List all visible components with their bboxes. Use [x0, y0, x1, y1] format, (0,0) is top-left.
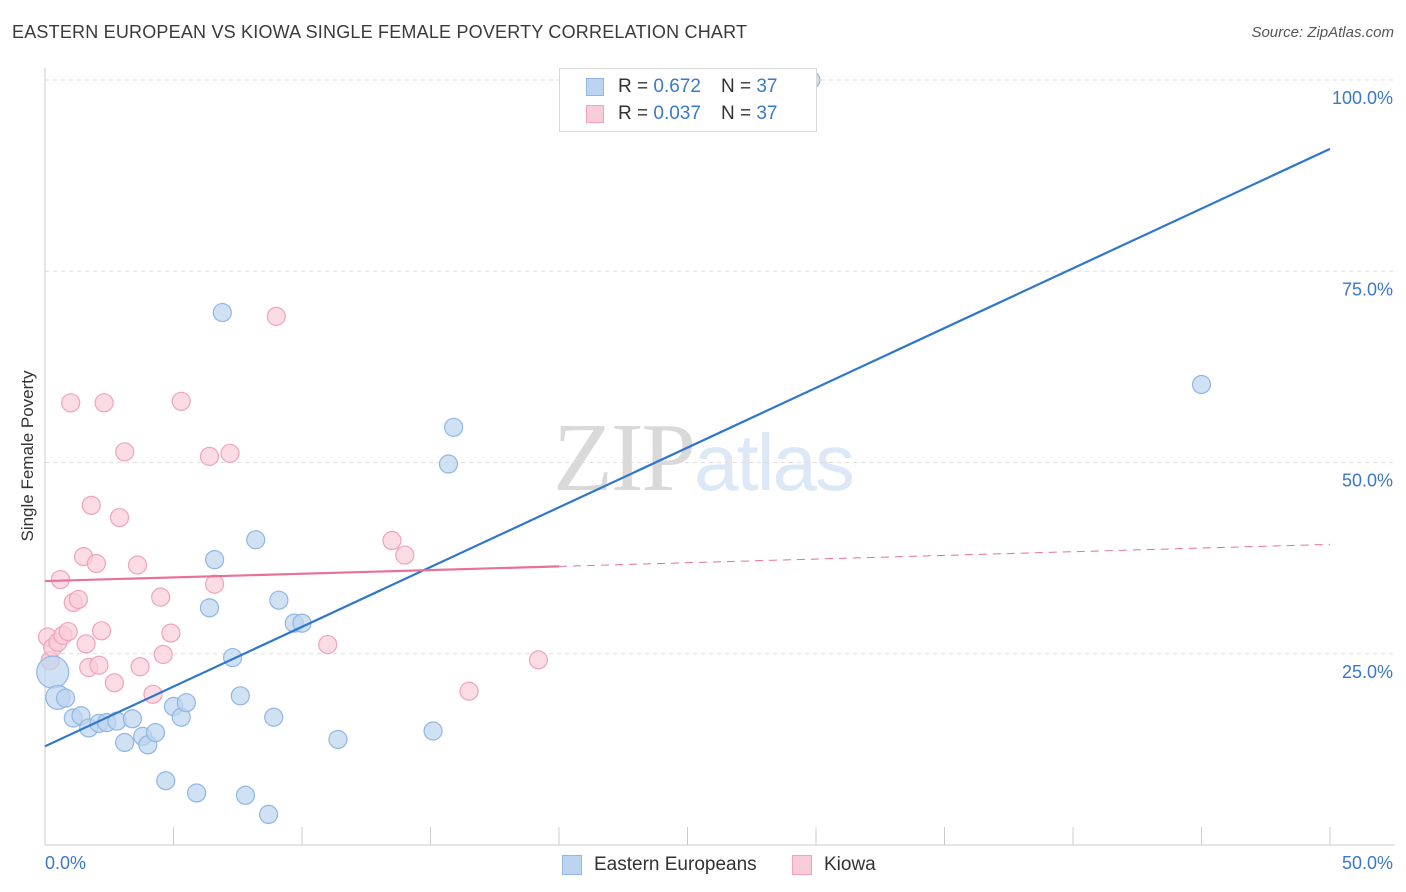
kiowa-point [81, 495, 101, 515]
tick-labels: 25.0% 50.0% 75.0% 100.0% 0.0% 50.0% [45, 88, 1393, 873]
kiowa-point [161, 623, 181, 643]
eastern-europeans-point [230, 686, 250, 706]
eastern-europeans-point [122, 709, 142, 729]
axes [44, 68, 1395, 846]
stats-legend: R = 0.672 N = 37 R = 0.037 N = 37 [559, 68, 817, 132]
kiowa-point [115, 442, 135, 462]
kiowa-point [109, 507, 130, 528]
legend-n-value: 37 [756, 76, 778, 97]
kiowa-point [104, 673, 124, 693]
eastern-europeans-point [36, 655, 70, 689]
kiowa-point [459, 681, 479, 701]
eastern-europeans-point [205, 550, 225, 570]
kiowa-trend-line [44, 565, 560, 583]
kiowa-point [61, 393, 81, 413]
watermark-zip: ZIP [553, 404, 696, 512]
y-axis-label: Single Female Poverty [18, 370, 37, 542]
legend-swatch-pink [586, 105, 604, 123]
eastern-europeans-points [36, 70, 1212, 825]
x-tick-label: 0.0% [45, 853, 86, 873]
kiowa-point [94, 393, 114, 413]
kiowa-point [76, 634, 96, 654]
eastern-europeans-point [156, 771, 176, 791]
eastern-europeans-trend-line [44, 147, 1331, 748]
kiowa-point [171, 391, 191, 411]
series-swatch-pink [792, 855, 812, 875]
eastern-europeans-point [1191, 374, 1212, 395]
chart-title: EASTERN EUROPEAN VS KIOWA SINGLE FEMALE … [12, 22, 748, 42]
eastern-europeans-point [223, 647, 243, 668]
eastern-europeans-point [55, 688, 76, 708]
kiowa-trend-line-extension [558, 543, 1331, 567]
legend-n-label: N = [720, 103, 752, 124]
kiowa-point [220, 443, 240, 463]
kiowa-point [205, 574, 225, 594]
series-swatch-blue [562, 855, 582, 875]
eastern-europeans-point [264, 707, 284, 727]
series-label: Eastern Europeans [594, 854, 757, 875]
legend-n-value: 37 [756, 103, 778, 124]
source-credit: Source: ZipAtlas.com [1251, 24, 1394, 41]
kiowa-point [318, 634, 338, 655]
series-legend-eastern-europeans: Eastern Europeans [562, 852, 757, 878]
eastern-europeans-point [246, 530, 266, 550]
eastern-europeans-point [423, 721, 443, 741]
legend-r-label: R = [618, 103, 649, 124]
eastern-europeans-point [328, 729, 348, 750]
kiowa-points [37, 306, 549, 704]
kiowa-point [86, 553, 107, 574]
eastern-europeans-point [444, 417, 464, 437]
y-tick-label: 50.0% [1342, 471, 1393, 491]
grid-lines [45, 79, 1395, 655]
eastern-europeans-point [212, 302, 232, 323]
legend-row-kiowa: R = 0.037 N = 37 [586, 102, 777, 126]
kiowa-point [528, 650, 549, 670]
legend-swatch-blue [586, 78, 604, 96]
eastern-europeans-point [115, 732, 135, 753]
eastern-europeans-point [258, 804, 279, 825]
legend-r-label: R = [618, 76, 649, 97]
legend-r-value: 0.672 [653, 76, 701, 97]
eastern-europeans-point [176, 693, 196, 713]
kiowa-point [151, 587, 171, 607]
x-tick-label: 50.0% [1342, 853, 1393, 873]
kiowa-point [127, 555, 148, 575]
kiowa-point [89, 655, 109, 675]
eastern-europeans-point [187, 783, 207, 803]
eastern-europeans-point [199, 598, 220, 618]
eastern-europeans-point [145, 722, 166, 743]
kiowa-point [153, 644, 173, 665]
y-tick-label: 75.0% [1342, 279, 1393, 299]
legend-r-value: 0.037 [653, 103, 701, 124]
eastern-europeans-point [235, 785, 256, 805]
series-legend-kiowa: Kiowa [792, 852, 876, 878]
kiowa-point [395, 545, 415, 565]
legend-row-eastern-europeans: R = 0.672 N = 37 [586, 75, 777, 99]
kiowa-point [58, 621, 78, 642]
trend-lines [44, 147, 1331, 748]
eastern-europeans-point [438, 454, 459, 474]
kiowa-point [68, 589, 89, 610]
y-tick-label: 25.0% [1342, 662, 1393, 682]
kiowa-point [199, 446, 220, 466]
y-tick-label: 100.0% [1332, 88, 1393, 108]
legend-n-label: N = [720, 76, 752, 97]
kiowa-point [266, 306, 286, 326]
series-label: Kiowa [824, 854, 876, 875]
kiowa-point [382, 530, 402, 551]
eastern-europeans-point [269, 590, 289, 610]
kiowa-point [130, 657, 150, 677]
kiowa-point [91, 621, 112, 641]
